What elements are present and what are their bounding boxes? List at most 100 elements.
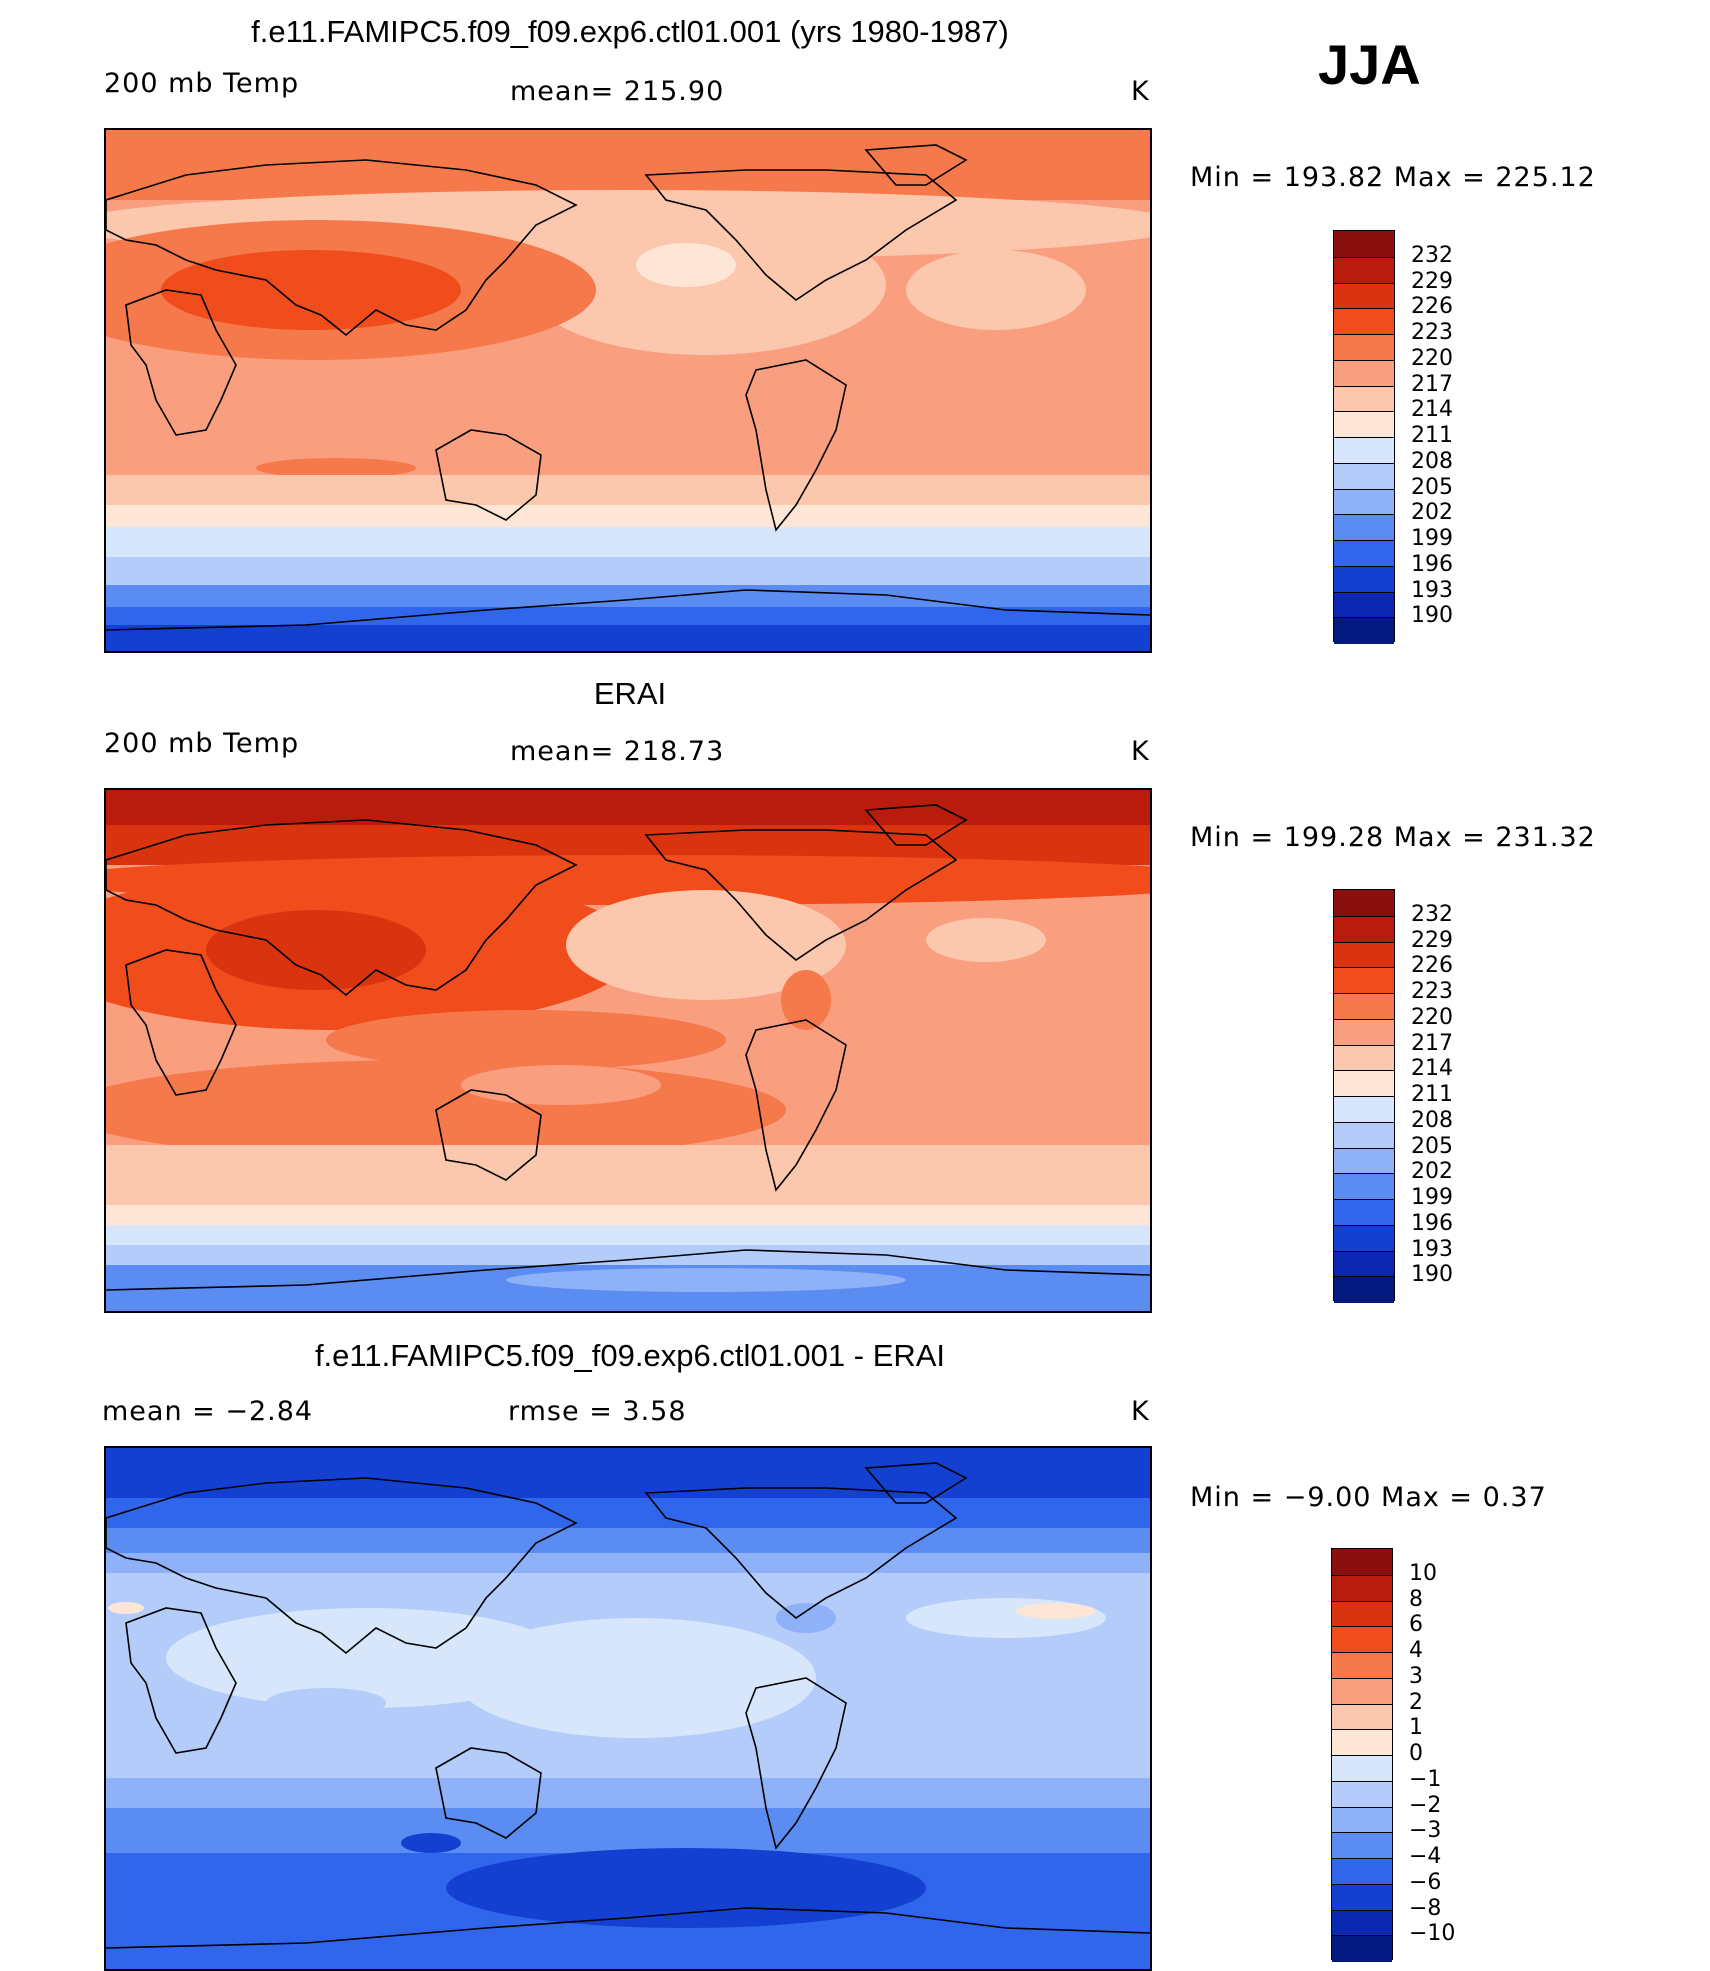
colorbar-tick-label: 193 — [1411, 577, 1453, 603]
panel-2-map — [104, 788, 1152, 1313]
colorbar-swatch — [1334, 1199, 1394, 1226]
panel-2-units-label: K — [1131, 736, 1150, 767]
colorbar-swatch — [1334, 1147, 1394, 1175]
season-label: JJA — [1318, 33, 1421, 96]
colorbar-tick-label: 226 — [1411, 294, 1453, 320]
coastline-outline — [435, 429, 542, 521]
colorbar-tick-label: 199 — [1411, 526, 1453, 551]
panel-1-title: f.e11.FAMIPC5.f09_f09.exp6.ctl01.001 (yr… — [251, 14, 1009, 49]
coastline-outline — [644, 829, 958, 961]
coastline-outline — [106, 1907, 1150, 1949]
colorbar-tick-label: 3 — [1409, 1663, 1423, 1689]
colorbar-tick-label: 190 — [1411, 603, 1453, 629]
coastline-outline — [125, 1607, 237, 1754]
colorbar-tick-label: 229 — [1411, 268, 1453, 294]
colorbar-swatch — [1332, 1626, 1392, 1653]
panel-1-units-label: K — [1131, 76, 1150, 107]
colorbar-swatch — [1334, 915, 1394, 943]
colorbar-swatch — [1334, 488, 1394, 516]
colorbar-tick-label: −3 — [1409, 1818, 1442, 1844]
colorbar-tick-label: 205 — [1411, 474, 1453, 500]
colorbar-swatch — [1334, 334, 1394, 361]
colorbar-swatch — [1334, 1018, 1394, 1046]
colorbar-tick-label: 8 — [1409, 1586, 1423, 1612]
colorbar-swatch — [1334, 308, 1394, 335]
colorbar-swatch — [1334, 540, 1394, 567]
colorbar-tick-label: −6 — [1409, 1869, 1442, 1895]
colorbar-swatch — [1334, 1044, 1394, 1072]
colorbar-swatch-column — [1333, 230, 1395, 644]
colorbar-tick-label: 211 — [1411, 1082, 1453, 1107]
panel-1-map — [104, 128, 1152, 653]
coastline-outline — [644, 169, 958, 301]
colorbar-swatch — [1334, 890, 1394, 916]
panel-1-variable-label: 200 mb Temp — [104, 68, 300, 99]
colorbar-swatch — [1332, 1703, 1392, 1731]
colorbar-swatch — [1334, 967, 1394, 994]
panel-2-variable-label: 200 mb Temp — [104, 728, 300, 759]
panel-3-colorbar: 10 8 6 4 3 2 1 0 −1 −2 −3 −4 −6 −8 −10 — [1331, 1548, 1471, 1962]
panel-2-title: ERAI — [593, 676, 667, 711]
colorbar-swatch — [1334, 385, 1394, 413]
colorbar-tick-label: −1 — [1409, 1766, 1442, 1792]
colorbar-tick-label: 196 — [1411, 1210, 1453, 1236]
colorbar-swatch — [1334, 462, 1394, 490]
colorbar-swatch-column — [1331, 1548, 1393, 1962]
colorbar-tick-label: −4 — [1409, 1844, 1442, 1869]
coastline-outline — [745, 1677, 847, 1850]
colorbar-swatch — [1334, 437, 1394, 464]
panel-3-minmax: Min = −9.00 Max = 0.37 — [1190, 1482, 1547, 1513]
panel-3-map-fill — [106, 1448, 1150, 1969]
colorbar-swatch — [1334, 1121, 1394, 1149]
coastline-outline — [125, 289, 237, 436]
colorbar-swatch — [1334, 514, 1394, 541]
panel-3-map — [104, 1446, 1152, 1971]
colorbar-swatch — [1334, 411, 1394, 438]
colorbar-swatch — [1332, 1677, 1392, 1705]
colorbar-swatch — [1334, 941, 1394, 969]
colorbar-swatch — [1332, 1549, 1392, 1575]
coastline-outline — [864, 804, 968, 846]
colorbar-swatch — [1332, 1858, 1392, 1885]
colorbar-tick-label: 226 — [1411, 953, 1453, 979]
colorbar-swatch — [1332, 1780, 1392, 1808]
coastline-outline — [106, 159, 578, 337]
panel-1-map-fill — [106, 130, 1150, 651]
colorbar-tick-label: 223 — [1411, 320, 1453, 345]
colorbar-swatch — [1334, 256, 1394, 284]
colorbar-tick-label: 199 — [1411, 1185, 1453, 1210]
panel-1-mean-label: mean= 215.90 — [510, 76, 725, 107]
colorbar-swatch — [1332, 1729, 1392, 1756]
panel-3-title: f.e11.FAMIPC5.f09_f09.exp6.ctl01.001 - E… — [314, 1338, 946, 1373]
colorbar-tick-label: 232 — [1411, 901, 1453, 927]
colorbar-tick-label: 208 — [1411, 1107, 1453, 1133]
colorbar-tick-label: 223 — [1411, 979, 1453, 1004]
coastline-outline — [745, 1019, 847, 1192]
colorbar-swatch — [1332, 1755, 1392, 1782]
colorbar-tick-label: 217 — [1411, 371, 1453, 397]
colorbar-swatch — [1334, 1276, 1394, 1303]
panel-2-minmax: Min = 199.28 Max = 231.32 — [1190, 822, 1596, 853]
colorbar-swatch — [1332, 1935, 1392, 1962]
coastline-outline — [864, 1462, 968, 1504]
colorbar-tick-label: 10 — [1409, 1560, 1437, 1586]
colorbar-swatch — [1332, 1652, 1392, 1679]
colorbar-swatch — [1334, 993, 1394, 1020]
colorbar-swatch — [1334, 231, 1394, 257]
coastline-outline — [106, 1249, 1150, 1291]
colorbar-tick-label: −10 — [1409, 1921, 1456, 1947]
coastline-outline — [106, 819, 578, 997]
colorbar-tick-label: 4 — [1409, 1638, 1423, 1663]
colorbar-tick-label: 217 — [1411, 1030, 1453, 1056]
colorbar-swatch — [1332, 1883, 1392, 1911]
colorbar-tick-label: 214 — [1411, 1056, 1453, 1082]
coastline-outline — [644, 1487, 958, 1619]
coastline-outline — [106, 589, 1150, 631]
panel-2-colorbar: 232 229 226 223 220 217 214 211 208 205 202 199 196 1… — [1333, 889, 1473, 1303]
colorbar-swatch — [1332, 1806, 1392, 1834]
colorbar-tick-label: 190 — [1411, 1262, 1453, 1288]
colorbar-swatch — [1334, 1173, 1394, 1200]
colorbar-tick-label: 0 — [1409, 1741, 1423, 1766]
colorbar-swatch — [1334, 282, 1394, 310]
colorbar-swatch — [1332, 1600, 1392, 1628]
